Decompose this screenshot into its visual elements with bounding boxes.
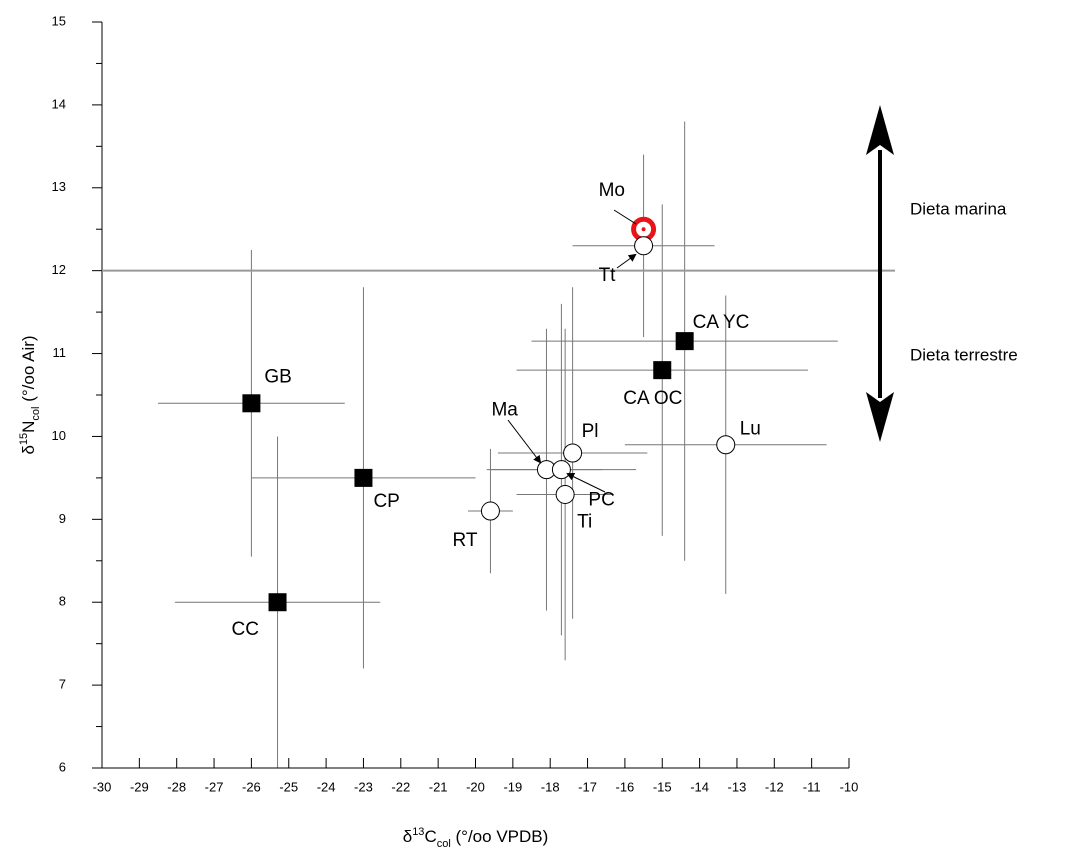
leader xyxy=(613,209,637,225)
y-tick-label: 14 xyxy=(52,96,66,111)
x-tick-label: -29 xyxy=(130,779,149,794)
axis-label-part: δ xyxy=(403,827,412,846)
y-tick-label: 7 xyxy=(59,677,66,692)
circle-marker xyxy=(563,443,583,463)
y-tick-label: 12 xyxy=(52,262,66,277)
point-label: CC xyxy=(232,619,259,640)
point-label: CP xyxy=(373,491,399,512)
x-tick-label: -17 xyxy=(578,779,597,794)
point-label: Tt xyxy=(599,265,617,286)
square-marker xyxy=(242,394,261,413)
x-tick-label: -16 xyxy=(616,779,635,794)
point-label: PC xyxy=(588,490,614,511)
point-label: Pl xyxy=(582,421,599,442)
x-tick-label: -19 xyxy=(503,779,522,794)
y-tick-label: 8 xyxy=(59,594,66,609)
x-tick-label: -20 xyxy=(466,779,485,794)
x-tick-label: -12 xyxy=(765,779,784,794)
leader xyxy=(507,419,542,464)
annotation: Dieta terrestre xyxy=(910,345,1018,364)
square-marker xyxy=(268,593,287,612)
x-tick-label: -10 xyxy=(840,779,859,794)
point-label: CA OC xyxy=(623,388,682,409)
x-tick-label: -13 xyxy=(728,779,747,794)
annotation: Dieta marina xyxy=(910,199,1007,218)
leader xyxy=(566,473,606,493)
axis-label-part: C xyxy=(424,827,436,846)
square-marker xyxy=(354,468,373,487)
point-label: CA YC xyxy=(693,312,750,333)
arrow-head-up xyxy=(866,105,894,155)
axis-label-part: δ xyxy=(19,445,38,454)
x-tick-label: -28 xyxy=(167,779,186,794)
y-tick-label: 9 xyxy=(59,511,66,526)
square-marker xyxy=(653,361,672,380)
x-tick-label: -11 xyxy=(803,779,821,794)
y-tick-label: 6 xyxy=(59,759,66,774)
circle-marker xyxy=(551,460,571,480)
axis-label-part: 15 xyxy=(18,433,30,445)
circle-marker xyxy=(480,501,500,521)
point-label: RT xyxy=(452,530,477,551)
y-tick-label: 10 xyxy=(52,428,66,443)
x-tick-label: -15 xyxy=(653,779,672,794)
x-tick-label: -25 xyxy=(279,779,298,794)
leader xyxy=(616,253,637,269)
point-label: GB xyxy=(264,366,291,387)
y-tick-label: 15 xyxy=(52,13,66,28)
y-tick-label: 11 xyxy=(53,345,67,360)
x-tick-label: -27 xyxy=(205,779,224,794)
x-tick-label: -18 xyxy=(541,779,560,794)
axis-label-part: (°/oo VPDB) xyxy=(451,827,549,846)
axis-label-part: col xyxy=(30,406,42,420)
x-tick-label: -22 xyxy=(391,779,410,794)
circle-marker xyxy=(634,236,654,256)
x-tick-label: -26 xyxy=(242,779,261,794)
point-label: Mo xyxy=(599,180,625,201)
x-tick-label: -23 xyxy=(354,779,373,794)
axis-label-part: 13 xyxy=(412,826,424,838)
axis-label-part: N xyxy=(19,421,38,433)
square-marker xyxy=(675,332,694,351)
x-tick-label: -24 xyxy=(317,779,336,794)
point-label: Lu xyxy=(740,419,761,440)
circle-marker xyxy=(716,435,736,455)
y-tick-label: 13 xyxy=(52,179,66,194)
axis-label: δ15Ncol (°/oo Air) xyxy=(18,335,42,454)
highlight-dot xyxy=(641,227,646,232)
circle-marker xyxy=(555,484,575,504)
point-label: Ma xyxy=(491,400,518,421)
arrow-head-down xyxy=(866,392,894,442)
axis-label: δ13Ccol (°/oo VPDB) xyxy=(403,826,549,850)
axis-label-part: col xyxy=(437,838,451,850)
axis-label-part: (°/oo Air) xyxy=(19,335,38,406)
point-label: Ti xyxy=(577,511,592,532)
x-tick-label: -30 xyxy=(93,779,112,794)
x-tick-label: -14 xyxy=(690,779,709,794)
x-tick-label: -21 xyxy=(429,779,448,794)
